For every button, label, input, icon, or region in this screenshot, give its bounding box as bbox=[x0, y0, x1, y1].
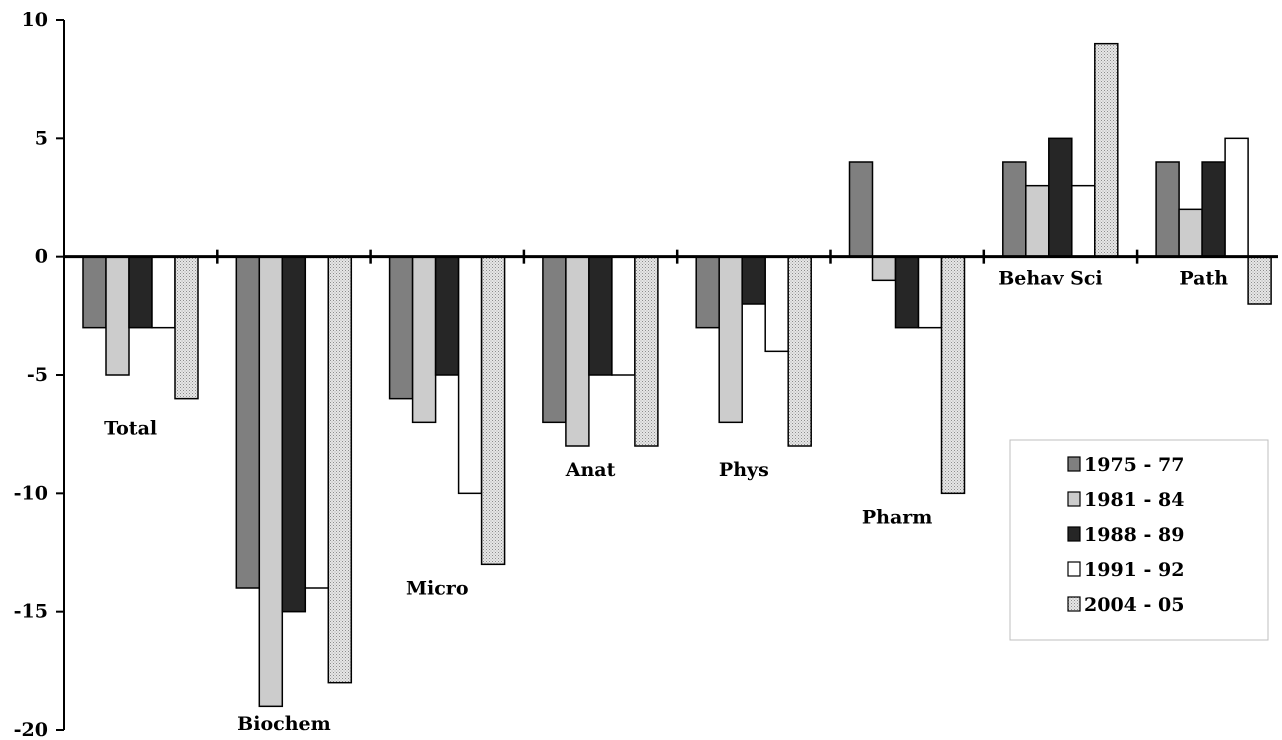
bar bbox=[1224, 137, 1249, 258]
bar bbox=[174, 255, 199, 400]
legend-label: 1991 - 92 bbox=[1084, 559, 1184, 581]
bar bbox=[871, 255, 897, 282]
legend: 1975 - 77 1981 - 84 1988 - 89 1991 - 92 2004… bbox=[1009, 439, 1269, 641]
bar bbox=[480, 255, 506, 566]
bar bbox=[787, 255, 812, 447]
legend-swatch bbox=[1067, 596, 1081, 612]
bar bbox=[281, 255, 307, 613]
bar bbox=[894, 255, 920, 329]
bar bbox=[457, 255, 483, 495]
bar bbox=[917, 255, 943, 329]
bar bbox=[611, 255, 636, 376]
bar bbox=[1048, 137, 1073, 258]
bar bbox=[1247, 255, 1272, 305]
bar bbox=[235, 255, 261, 589]
bar bbox=[695, 255, 720, 329]
bar bbox=[327, 255, 353, 684]
bar bbox=[388, 255, 414, 400]
category-label: Path bbox=[1179, 268, 1228, 290]
category-label: Micro bbox=[406, 577, 469, 599]
legend-label: 1988 - 89 bbox=[1084, 524, 1184, 546]
bar bbox=[1155, 161, 1180, 258]
category-label: Pharm bbox=[862, 506, 933, 528]
bar bbox=[1025, 184, 1050, 258]
legend-label: 2004 - 05 bbox=[1084, 594, 1184, 616]
bar bbox=[258, 255, 284, 708]
y-axis: 10 5 0 -5 -10 -15 -20 bbox=[14, 9, 65, 740]
bar bbox=[105, 255, 130, 376]
category-label: Behav Sci bbox=[998, 268, 1102, 290]
bar bbox=[304, 255, 330, 589]
bar bbox=[741, 255, 766, 305]
bar bbox=[1094, 42, 1119, 258]
legend-swatch bbox=[1067, 456, 1081, 472]
bar bbox=[82, 255, 107, 329]
bar bbox=[588, 255, 613, 376]
y-tick-label: 10 bbox=[22, 9, 48, 31]
bar bbox=[718, 255, 743, 424]
legend-swatch bbox=[1067, 561, 1081, 577]
category-labels: Total Biochem Micro Anat Phys Pharm Behav Sci P… bbox=[104, 268, 1228, 735]
bars bbox=[82, 42, 1272, 708]
bar bbox=[434, 255, 460, 376]
bar bbox=[1071, 184, 1096, 258]
category-label: Biochem bbox=[237, 713, 331, 735]
bar bbox=[565, 255, 590, 447]
bar bbox=[411, 255, 437, 424]
legend-swatch bbox=[1067, 526, 1081, 542]
bar bbox=[1002, 161, 1027, 258]
bar bbox=[940, 255, 966, 495]
y-tick-label: -10 bbox=[14, 482, 48, 504]
bar bbox=[764, 255, 789, 353]
bar bbox=[542, 255, 567, 424]
y-tick-label: -20 bbox=[14, 719, 48, 740]
y-tick-label: -15 bbox=[14, 601, 48, 623]
category-label: Anat bbox=[565, 459, 616, 481]
y-tick-label: 0 bbox=[35, 246, 48, 268]
legend-swatch bbox=[1067, 491, 1081, 507]
bar bbox=[634, 255, 659, 447]
category-label: Phys bbox=[719, 459, 769, 481]
legend-label: 1975 - 77 bbox=[1084, 454, 1184, 476]
bar bbox=[1201, 161, 1226, 258]
y-tick-label: 5 bbox=[35, 127, 48, 149]
bar bbox=[128, 255, 153, 329]
legend-label: 1981 - 84 bbox=[1084, 489, 1184, 511]
x-axis bbox=[64, 249, 1278, 264]
bar bbox=[1178, 208, 1203, 258]
y-tick-label: -5 bbox=[27, 364, 48, 386]
bar bbox=[848, 161, 874, 258]
bar bbox=[151, 255, 176, 329]
legend-box bbox=[1009, 439, 1269, 641]
category-label: Total bbox=[104, 418, 157, 440]
